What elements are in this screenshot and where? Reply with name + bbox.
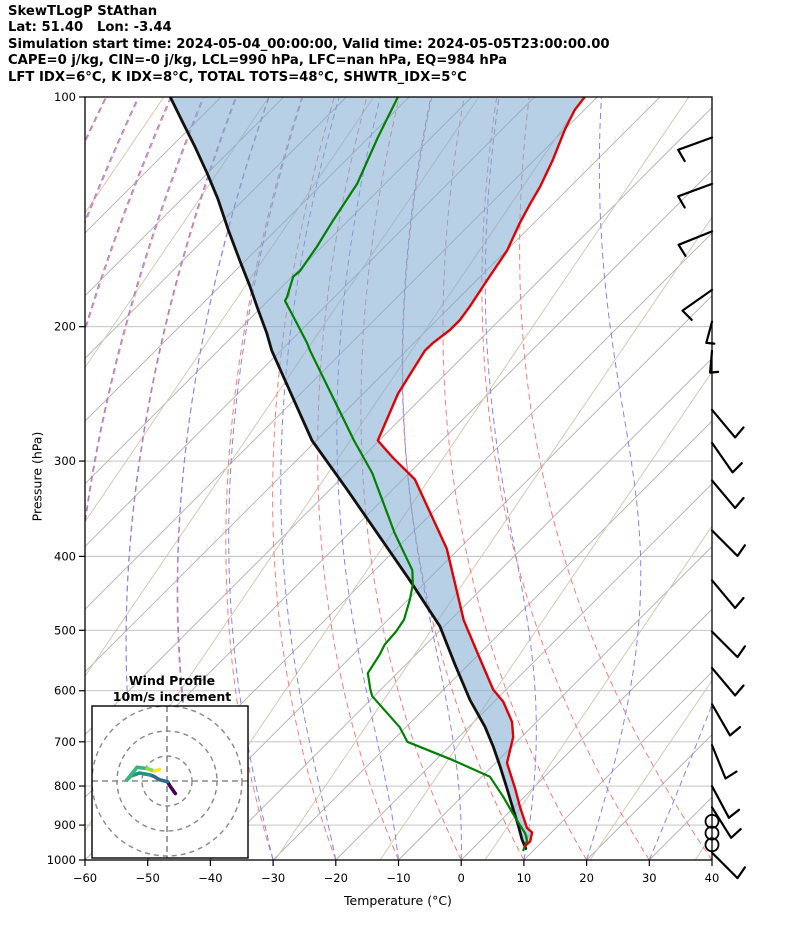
wind-barb-icon <box>710 744 738 780</box>
wind-barb-icon <box>705 320 716 345</box>
hodograph-trace-segment <box>147 773 170 784</box>
x-tick-label: −60 <box>73 871 97 885</box>
wind-barb-icon <box>710 851 746 880</box>
wind-barbs <box>677 136 746 880</box>
x-tick-label: 10 <box>517 871 532 885</box>
y-tick-label: 400 <box>54 549 76 563</box>
x-tick-label: −10 <box>386 871 410 885</box>
wind-barb-icon <box>710 579 745 609</box>
x-tick-label: −20 <box>324 871 348 885</box>
figure-title: SkewTLogP StAthan <box>8 4 158 19</box>
calm-wind-icon <box>704 837 720 853</box>
x-tick-label: 40 <box>705 871 720 885</box>
calm-wind-icon <box>704 825 720 841</box>
wind-barb-icon <box>710 479 745 509</box>
wind-barb-icon <box>710 806 742 839</box>
y-tick-label: 600 <box>54 684 76 698</box>
wind-barb-icon <box>710 703 742 737</box>
y-tick-label: 900 <box>54 818 76 832</box>
x-tick-label: −40 <box>198 871 222 885</box>
wind-profile-inset-subtitle: 10m/s increment <box>112 689 232 704</box>
x-tick-label: 20 <box>579 871 594 885</box>
profile-curves <box>168 97 586 852</box>
figure-header: SkewTLogP StAthan Lat: 51.40 Lon: -3.44 Si… <box>8 4 610 86</box>
x-tick-label: 30 <box>642 871 657 885</box>
wind-barb-icon <box>710 408 745 439</box>
wind-barb-icon <box>710 441 743 474</box>
figure-indices-line2: LFT IDX=6°C, K IDX=8°C, TOTAL TOTS=48°C,… <box>8 69 467 85</box>
y-tick-label: 500 <box>54 623 76 637</box>
wind-barb-icon <box>677 182 714 209</box>
wind-profile-inset-title: Wind Profile <box>128 673 216 688</box>
calm-wind-icon <box>704 813 720 829</box>
y-tick-label: 300 <box>54 454 76 468</box>
hodograph-border <box>91 705 249 859</box>
hodograph-trace-segment <box>152 767 162 773</box>
figure-times: Simulation start time: 2024-05-04_00:00:… <box>8 36 610 52</box>
hodograph-inset <box>91 705 249 859</box>
y-tick-label: 100 <box>54 90 76 104</box>
y-tick-label: 700 <box>54 735 76 749</box>
wind-barb-icon <box>677 230 714 257</box>
dewpoint-curve <box>283 97 529 852</box>
figure-indices-line1: CAPE=0 j/kg, CIN=-0 j/kg, LCL=990 hPa, L… <box>8 53 508 69</box>
y-tick-label: 800 <box>54 779 76 793</box>
wind-barb-icon <box>681 288 714 321</box>
wind-barb-icon <box>710 666 745 697</box>
y-tick-label: 200 <box>54 320 76 334</box>
wind-barb-icon <box>709 349 720 374</box>
wind-barb-icon <box>710 529 746 558</box>
y-tick-label: 1000 <box>47 853 76 867</box>
figure-location: Lat: 51.40 Lon: -3.44 <box>8 20 172 36</box>
y-axis-label: Pressure (hPa) <box>29 431 45 522</box>
wind-barb-icon <box>710 630 746 659</box>
wind-barb-icon <box>710 785 741 819</box>
x-axis-label: Temperature (°C) <box>344 893 452 908</box>
x-tick-label: −50 <box>136 871 160 885</box>
wind-barb-icon <box>677 136 714 163</box>
temperature-curve <box>376 97 586 847</box>
cape-shade-region <box>170 97 585 849</box>
x-tick-label: −30 <box>261 871 285 885</box>
parcel-curve <box>168 97 528 850</box>
x-tick-label: 0 <box>458 871 465 885</box>
hodograph-trace-segment <box>125 765 149 782</box>
